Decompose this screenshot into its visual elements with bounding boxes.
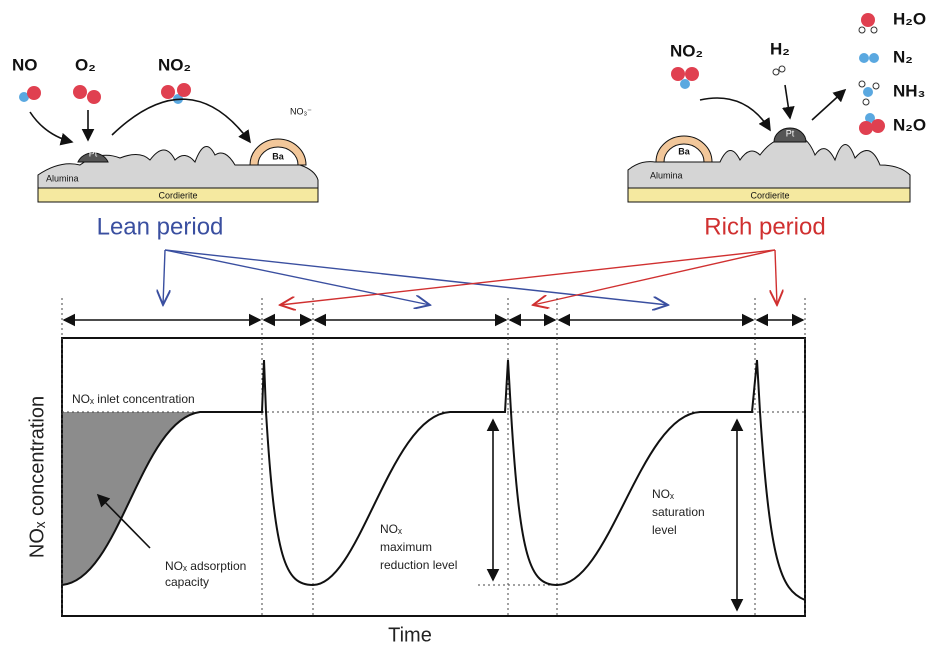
nox-curve bbox=[61, 359, 806, 601]
pt-label: Pt bbox=[786, 128, 795, 138]
x-axis-label: Time bbox=[388, 624, 432, 646]
ba-label: Ba bbox=[678, 146, 690, 156]
lean-period-label: Lean period bbox=[97, 213, 224, 240]
pt-particle bbox=[773, 127, 807, 143]
molecule-label: NO bbox=[12, 55, 38, 74]
molecule-icons bbox=[671, 13, 885, 135]
adsorption-label: NOₓ adsorption bbox=[165, 559, 246, 573]
reduction-label: maximum bbox=[380, 540, 432, 554]
saturation-label: saturation bbox=[652, 505, 705, 519]
adsorption-label: capacity bbox=[165, 575, 209, 589]
lean-panel: Pt Ba Alumina Cordierite NO O₂ NO₂ NO₃⁻ … bbox=[12, 55, 319, 240]
alumina-label: Alumina bbox=[650, 170, 683, 180]
reduction-label: NOₓ bbox=[380, 522, 402, 536]
cordierite-label: Cordierite bbox=[750, 190, 789, 200]
ba-inner bbox=[257, 146, 299, 166]
product-label: N₂O bbox=[893, 115, 926, 134]
ba-inner bbox=[663, 143, 705, 163]
inlet-label: NOₓ inlet concentration bbox=[72, 392, 195, 406]
ba-label: Ba bbox=[272, 151, 284, 161]
arrow bbox=[29, 111, 74, 146]
cordierite-label: Cordierite bbox=[158, 190, 197, 200]
saturation-label: level bbox=[652, 523, 677, 537]
arrow bbox=[811, 88, 847, 121]
reduction-label: reduction level bbox=[380, 558, 457, 572]
product-label: N₂ bbox=[893, 47, 913, 66]
molecule-label: NO₂ bbox=[670, 41, 703, 60]
y-axis-label: NOₓ concentration bbox=[26, 396, 48, 558]
alumina-label: Alumina bbox=[46, 173, 79, 183]
arrow bbox=[781, 84, 795, 120]
pt-particle bbox=[77, 152, 109, 163]
graph-frame bbox=[61, 337, 806, 617]
product-label: H₂O bbox=[893, 9, 926, 28]
molecule-label: NO₂ bbox=[158, 55, 191, 74]
rich-period-label: Rich period bbox=[704, 213, 825, 240]
molecule-label: NO₃⁻ bbox=[290, 106, 312, 116]
rich-panel: Pt Ba Alumina Cordierite NO₂ H₂ H₂O N₂ N… bbox=[627, 9, 926, 240]
product-label: NH₃ bbox=[893, 81, 925, 100]
saturation-label: NOₓ bbox=[652, 487, 674, 501]
period-arrows bbox=[163, 249, 777, 305]
segment-arrows bbox=[62, 313, 805, 612]
molecule-label: O₂ bbox=[75, 55, 96, 74]
adsorption-area bbox=[62, 412, 200, 585]
arrow bbox=[699, 97, 771, 132]
dotted-dividers bbox=[61, 298, 806, 616]
graph: NOₓ inlet concentration NOₓ adsorption c… bbox=[26, 298, 806, 646]
arrow bbox=[111, 98, 251, 144]
pt-label: Pt bbox=[89, 148, 98, 158]
molecule-label: H₂ bbox=[770, 39, 790, 58]
